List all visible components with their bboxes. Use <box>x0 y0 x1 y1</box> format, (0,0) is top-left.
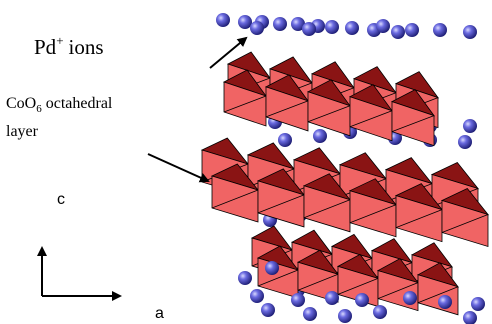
pd-ion <box>376 19 390 33</box>
pd-ion <box>403 291 417 305</box>
label-part: Pd <box>34 35 57 59</box>
pd-ion <box>433 23 447 37</box>
label-part: octahedral <box>46 95 113 112</box>
page: Crystal structure {"labels": {"pd_ions":… <box>0 0 492 324</box>
pd-ion <box>238 15 252 29</box>
axis-label: a <box>155 305 164 322</box>
pd-ion <box>313 129 327 143</box>
pd-ion <box>463 311 477 324</box>
pd-ion <box>338 309 352 323</box>
octahedral-layer <box>252 226 458 315</box>
label-part: CoO <box>6 95 36 112</box>
axis-label: c <box>57 191 65 208</box>
pd-ion <box>325 20 339 34</box>
pd-ion <box>216 13 230 27</box>
arrow <box>148 154 208 181</box>
pd-ion <box>345 21 359 35</box>
pd-ion <box>265 261 279 275</box>
pd-ion <box>391 25 405 39</box>
body: Pd+ions CoO6octahedral layer c a (() => … <box>0 0 492 324</box>
pd-ion <box>250 21 264 35</box>
coo6-label: CoO6 octahedral <box>6 95 113 115</box>
pd-ion <box>261 303 275 317</box>
pd-ion <box>273 17 287 31</box>
pd-ion <box>405 23 419 37</box>
pd-ion <box>250 289 264 303</box>
label-part: ions <box>69 35 104 59</box>
pd-ion <box>463 25 477 39</box>
pd-ion <box>302 22 316 36</box>
pd-label: Pd+ ions <box>34 33 104 59</box>
pd-ion <box>438 295 452 309</box>
pd-ion <box>373 305 387 319</box>
pd-ion <box>278 133 292 147</box>
pd-ion <box>471 297 485 311</box>
octahedral-layer <box>224 52 438 146</box>
structure-diagram: Pd+ ions CoO6 octahedral layer c a <box>0 0 492 324</box>
pd-ion <box>303 307 317 321</box>
pd-ion <box>355 293 369 307</box>
coo6-label-line2: layer <box>6 123 39 140</box>
pd-ion <box>463 119 477 133</box>
label-part: 6 <box>36 103 42 115</box>
pd-ion <box>291 293 305 307</box>
label-part: + <box>56 33 63 48</box>
octahedral-layer <box>202 138 488 247</box>
pd-ion <box>458 135 472 149</box>
pd-ion <box>325 291 339 305</box>
pd-ion <box>238 271 252 285</box>
